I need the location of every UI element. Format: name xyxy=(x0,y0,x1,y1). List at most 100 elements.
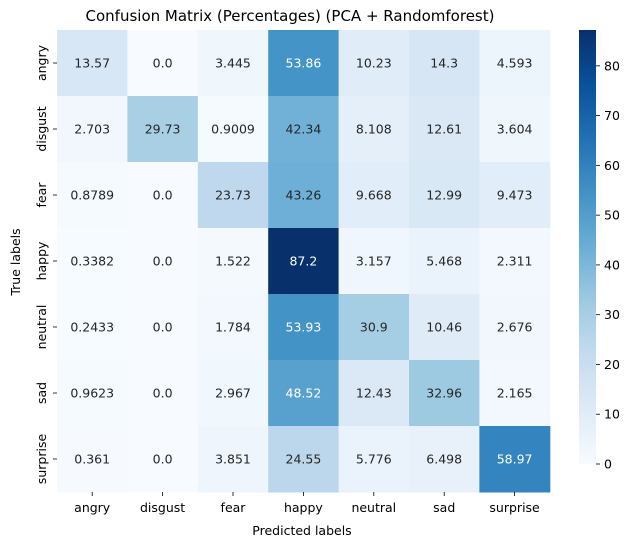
y-tick-label: sad xyxy=(34,382,49,404)
heatmap-cell xyxy=(127,426,199,493)
heatmap-cell xyxy=(127,294,199,361)
cell-value-label: 8.108 xyxy=(356,122,392,137)
heatmap-cell xyxy=(338,96,410,163)
heatmap-cell xyxy=(409,162,480,229)
cell-value-label: 58.97 xyxy=(497,452,533,467)
cell-value-label: 0.0 xyxy=(153,452,173,467)
y-tick-label: happy xyxy=(34,241,49,280)
heatmap-cell xyxy=(409,96,480,163)
cell-value-label: 0.0 xyxy=(153,386,173,401)
heatmap-cell xyxy=(57,30,128,97)
heatmap-cell xyxy=(268,294,340,361)
x-tick-label: angry xyxy=(74,500,111,515)
heatmap-cells xyxy=(57,30,551,493)
cell-value-label: 3.445 xyxy=(215,56,251,71)
heatmap-cell xyxy=(479,30,551,97)
cell-value-label: 5.468 xyxy=(426,254,462,269)
colorbar-tick-label: 0 xyxy=(604,457,612,472)
heatmap-cell xyxy=(197,426,269,493)
heatmap-cell xyxy=(197,162,269,229)
heatmap-cell xyxy=(479,426,551,493)
y-tick-label: neutral xyxy=(34,305,49,350)
heatmap-cell xyxy=(338,228,410,295)
heatmap-cell xyxy=(197,228,269,295)
cell-value-label: 43.26 xyxy=(286,188,322,203)
heatmap-cell xyxy=(57,162,128,229)
y-axis-label: True labels xyxy=(8,228,23,296)
cell-value-label: 12.61 xyxy=(426,122,462,137)
cell-value-label: 0.0 xyxy=(153,56,173,71)
cell-value-label: 0.3382 xyxy=(70,254,114,269)
x-tick-label: sad xyxy=(433,500,455,515)
cell-value-label: 32.96 xyxy=(426,386,462,401)
heatmap-cell xyxy=(479,360,551,427)
heatmap-cell xyxy=(479,162,551,229)
heatmap-cell xyxy=(479,294,551,361)
cell-value-label: 2.703 xyxy=(74,122,110,137)
colorbar-tick-label: 30 xyxy=(604,307,620,322)
x-tick-label: happy xyxy=(284,500,323,515)
x-tick-label: surprise xyxy=(489,500,540,515)
heatmap-cell xyxy=(409,426,480,493)
cell-value-label: 0.9009 xyxy=(211,122,255,137)
y-tick-label: fear xyxy=(34,182,49,208)
cell-value-label: 48.52 xyxy=(286,386,322,401)
cell-value-label: 0.0 xyxy=(153,254,173,269)
cell-value-label: 12.43 xyxy=(356,386,392,401)
heatmap-cell xyxy=(268,228,340,295)
cell-value-label: 10.46 xyxy=(426,320,462,335)
heatmap-cell xyxy=(268,360,340,427)
cell-value-label: 2.311 xyxy=(497,254,533,269)
heatmap-cell xyxy=(127,30,199,97)
cell-value-label: 2.967 xyxy=(215,386,251,401)
heatmap-cell xyxy=(268,426,340,493)
cell-value-label: 2.676 xyxy=(497,320,533,335)
colorbar-tick-label: 60 xyxy=(604,158,620,173)
cell-annotations: 13.57 0.0 3.445 53.86 10.23 14.3 4.593 2.703 29.… xyxy=(70,56,532,467)
heatmap-cell xyxy=(268,96,340,163)
colorbar-tick-label: 20 xyxy=(604,357,620,372)
heatmap-cell xyxy=(57,228,128,295)
chart-title: Confusion Matrix (Percentages) (PCA + Ra… xyxy=(86,7,495,25)
y-tick-label: surprise xyxy=(34,434,49,485)
cell-value-label: 3.851 xyxy=(215,452,251,467)
x-tick-label: fear xyxy=(221,500,247,515)
heatmap-cell xyxy=(197,30,269,97)
y-tick-label: disgust xyxy=(34,106,49,151)
cell-value-label: 23.73 xyxy=(215,188,251,203)
cell-value-label: 1.784 xyxy=(215,320,251,335)
cell-value-label: 14.3 xyxy=(430,56,458,71)
cell-value-label: 0.2433 xyxy=(70,320,114,335)
colorbar-ticks: 0 10 20 30 40 50 60 70 80 xyxy=(596,58,620,472)
heatmap-cell xyxy=(197,294,269,361)
heatmap-cell xyxy=(409,228,480,295)
cell-value-label: 29.73 xyxy=(145,122,181,137)
heatmap-cell xyxy=(197,96,269,163)
cell-value-label: 0.8789 xyxy=(70,188,114,203)
cell-value-label: 24.55 xyxy=(286,452,322,467)
colorbar-tick-label: 80 xyxy=(604,58,620,73)
heatmap-cell xyxy=(127,360,199,427)
cell-value-label: 87.2 xyxy=(289,254,317,269)
cell-value-label: 0.0 xyxy=(153,188,173,203)
colorbar-tick-label: 50 xyxy=(604,208,620,223)
heatmap-cell xyxy=(57,360,128,427)
cell-value-label: 9.473 xyxy=(497,188,533,203)
cell-value-label: 42.34 xyxy=(286,122,322,137)
x-tick-label: disgust xyxy=(140,500,185,515)
heatmap-cell xyxy=(57,294,128,361)
cell-value-label: 1.522 xyxy=(215,254,251,269)
cell-value-label: 53.93 xyxy=(286,320,322,335)
heatmap-cell xyxy=(338,426,410,493)
x-tick-label: neutral xyxy=(351,500,396,515)
cell-value-label: 10.23 xyxy=(356,56,392,71)
colorbar-tick-label: 70 xyxy=(604,108,620,123)
cell-value-label: 0.9623 xyxy=(70,386,114,401)
cell-value-label: 0.0 xyxy=(153,320,173,335)
heatmap-cell xyxy=(338,162,410,229)
heatmap-cell xyxy=(338,294,410,361)
heatmap-cell xyxy=(409,294,480,361)
heatmap-cell xyxy=(268,30,340,97)
cell-value-label: 6.498 xyxy=(426,452,462,467)
